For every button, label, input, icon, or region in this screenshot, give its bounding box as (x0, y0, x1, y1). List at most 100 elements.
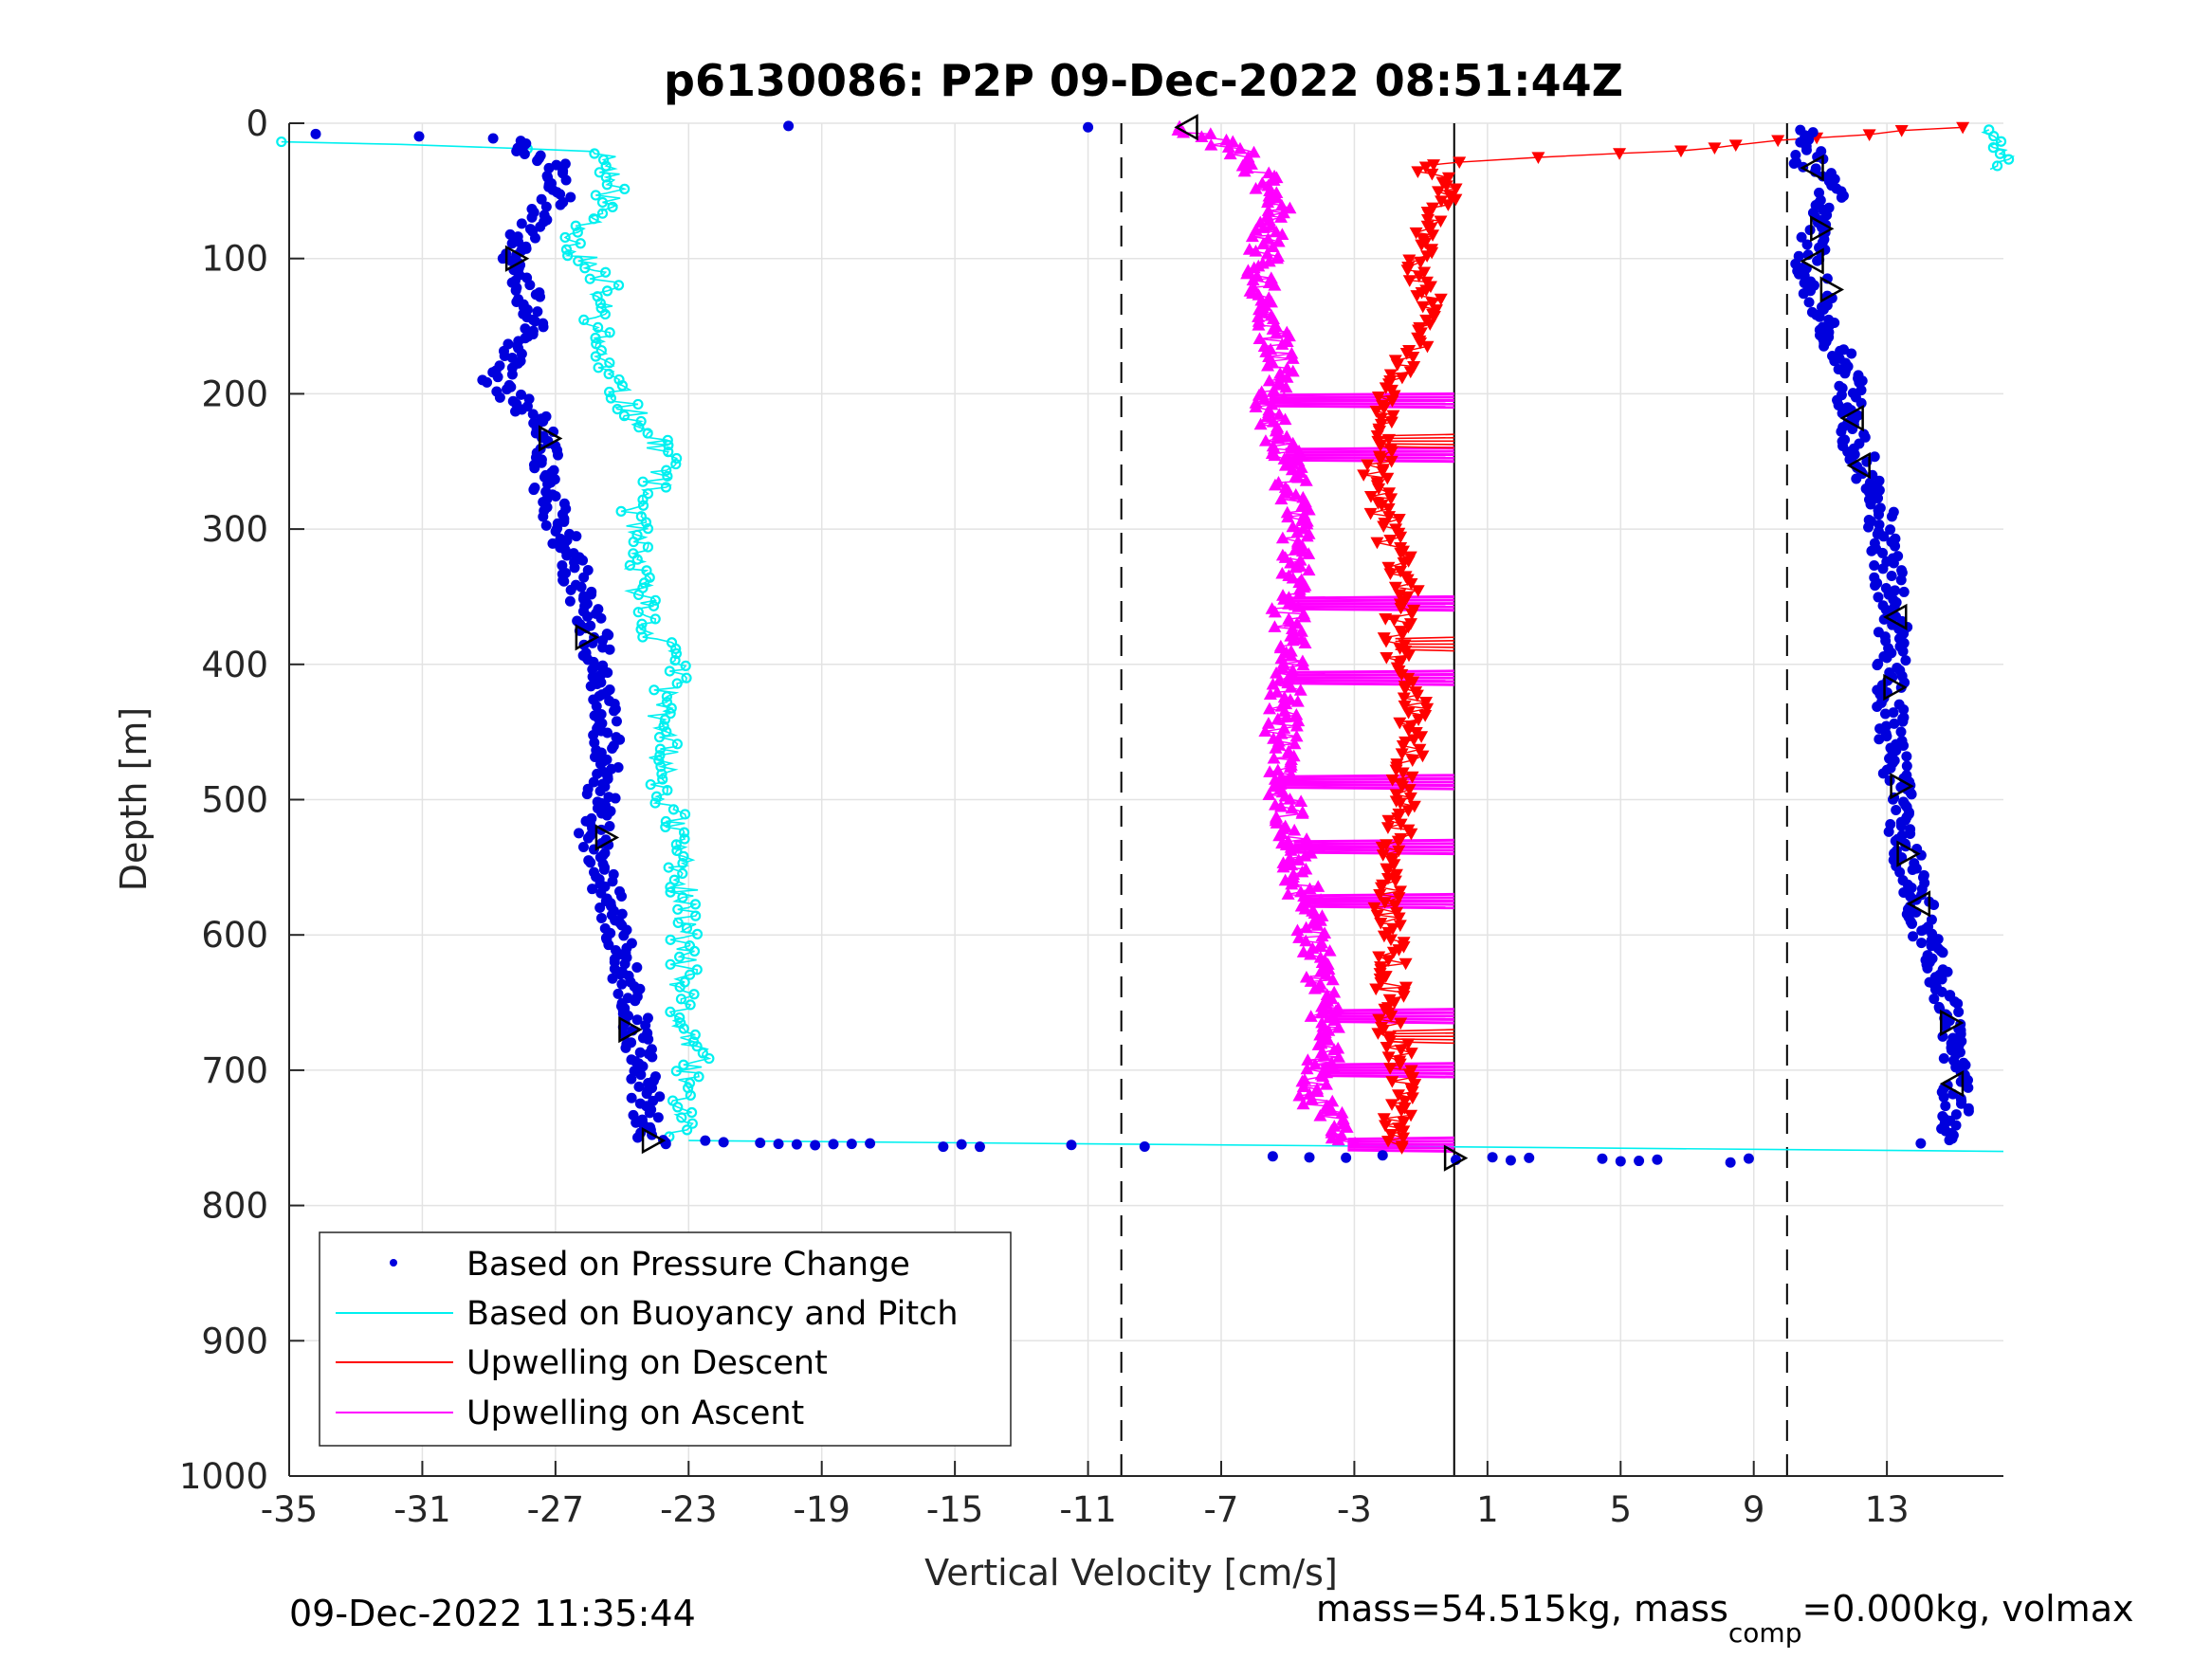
ascent-point (1249, 245, 1263, 257)
buoyancy-point (663, 440, 674, 451)
pressure-point (1878, 531, 1890, 542)
descent-point (1381, 1135, 1396, 1148)
ascent-spike (1289, 679, 1454, 684)
descent-point (1397, 556, 1411, 570)
pressure-point (1874, 734, 1885, 745)
footer-mass-info: mass=54.515kg, masscomp=0.000kg, volmax (1316, 1588, 2133, 1649)
pressure-point (585, 681, 596, 692)
buoyancy-point (607, 201, 618, 212)
pressure-point (1836, 191, 1847, 203)
pressure-point (610, 793, 621, 804)
descent-point (1396, 767, 1410, 780)
pressure-point (607, 876, 618, 887)
pressure-point (310, 128, 321, 139)
buoyancy-point (560, 244, 573, 255)
ascent-point (1261, 358, 1275, 372)
descent-point (1375, 500, 1389, 512)
descent-point (1411, 585, 1425, 597)
buoyancy-point (632, 607, 644, 618)
pressure-point (1877, 768, 1889, 779)
ascent-point (1274, 799, 1289, 812)
descent-point (1449, 183, 1463, 196)
buoyancy-point (1991, 160, 2003, 172)
ascent-point (1278, 873, 1292, 886)
ascent-point (1270, 191, 1284, 204)
pressure-point (1916, 938, 1928, 949)
ascent-point (1281, 510, 1295, 523)
buoyancy-point (667, 1095, 679, 1106)
buoyancy-point (666, 702, 677, 714)
descent-point (1395, 748, 1409, 761)
ascent-point (1335, 1105, 1349, 1119)
buoyancy-point (640, 517, 652, 528)
buoyancy-point (575, 238, 586, 249)
descent-point (1377, 520, 1391, 534)
pressure-point (632, 1132, 644, 1143)
buoyancy-point (615, 505, 627, 517)
descent-point (1375, 841, 1389, 854)
pressure-point (810, 1139, 821, 1151)
ascent-point (1195, 130, 1209, 142)
buoyancy-point (593, 321, 604, 334)
x-axis-ticks: -35 -31 -27 -23 -19 -15 -11 -7 -3 1 5 9 13 (261, 1461, 1910, 1530)
descent-point (1439, 180, 1453, 192)
pressure-point (573, 828, 584, 839)
ascent-point (1253, 417, 1268, 430)
ascent-point (1245, 229, 1259, 243)
descent-point (1392, 912, 1406, 925)
pressure-point (1879, 708, 1891, 720)
pressure-point (555, 189, 566, 200)
pressure-point (1890, 835, 1901, 847)
pressure-point (1940, 1101, 1951, 1112)
pressure-point (626, 1073, 637, 1085)
ascent-spike (1289, 607, 1454, 612)
buoyancy-point (685, 999, 696, 1011)
ascent-point (1292, 1088, 1307, 1102)
pressure-point (1936, 974, 1947, 985)
pressure-point (620, 1042, 631, 1053)
descent-spike (1382, 443, 1454, 446)
pressure-point (1725, 1157, 1736, 1168)
buoyancy-point (1987, 142, 1999, 154)
pressure-point (536, 193, 547, 205)
descent-point (1394, 1044, 1408, 1057)
buoyancy-point (612, 403, 623, 415)
descent-point (1383, 568, 1398, 581)
event-marker (1443, 1144, 1469, 1172)
pressure-point (1890, 540, 1901, 552)
descent-point (1389, 789, 1403, 802)
pressure-point (581, 789, 593, 800)
descent-point (1381, 433, 1396, 447)
buoyancy-point (601, 285, 613, 297)
buoyancy-point (644, 572, 655, 583)
buoyancy-point (691, 928, 704, 939)
buoyancy-point (600, 172, 612, 183)
pressure-point (1900, 655, 1911, 666)
pressure-point (524, 280, 536, 291)
ascent-point (1240, 266, 1254, 280)
buoyancy-point (686, 1118, 698, 1129)
descent-point (1415, 239, 1429, 252)
x-tick-label: -15 (926, 1489, 983, 1530)
pressure-point (1524, 1152, 1535, 1163)
descent-point (1403, 366, 1417, 379)
ascent-point (1305, 1092, 1319, 1104)
ascent-point (1290, 525, 1305, 538)
buoyancy-point (590, 190, 601, 201)
legend-label-ascent: Upwelling on Ascent (466, 1395, 804, 1432)
descent-point (1404, 1109, 1418, 1122)
pressure-point (1944, 1135, 1955, 1146)
buoyancy-point (661, 726, 672, 738)
buoyancy-point (678, 827, 690, 838)
descent-point (1376, 465, 1390, 479)
ascent-point (1295, 1074, 1309, 1087)
pressure-point (865, 1138, 876, 1149)
buoyancy-point (685, 969, 696, 980)
ascent-spike (1289, 669, 1454, 674)
buoyancy-point (678, 1023, 689, 1034)
descent-point (1363, 491, 1378, 503)
y-tick-label: 700 (201, 1050, 268, 1091)
ascent-point (1252, 318, 1266, 331)
pressure-point (644, 1107, 655, 1119)
ascent-point (1260, 410, 1274, 423)
